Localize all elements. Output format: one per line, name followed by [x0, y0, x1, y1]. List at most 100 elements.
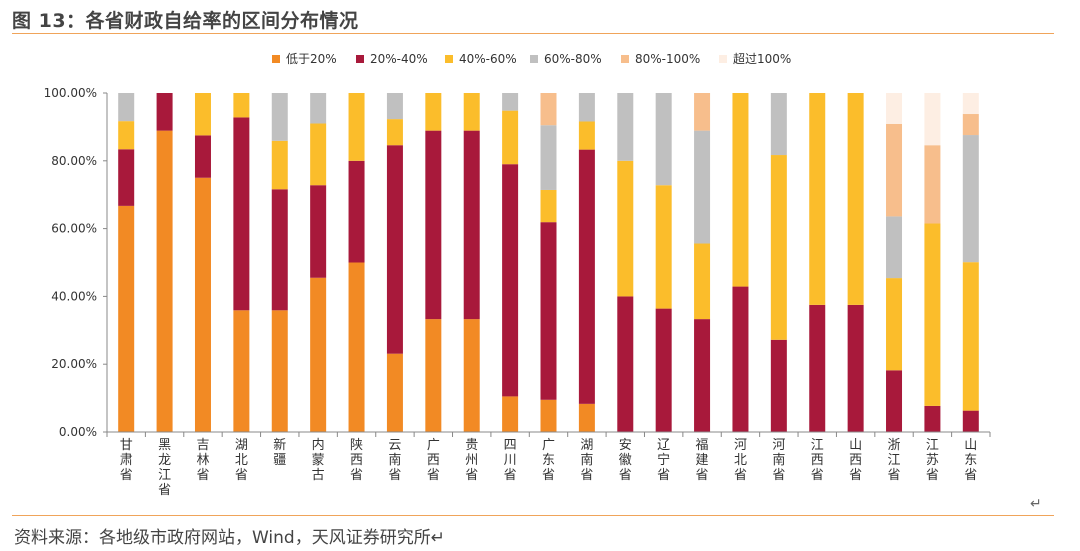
bar-segment — [924, 223, 941, 406]
bar-segment — [502, 396, 519, 432]
bar-segment — [540, 125, 557, 190]
bar-segment — [463, 319, 480, 432]
y-tick-label: 40.00% — [51, 289, 97, 303]
legend-swatch — [272, 55, 280, 63]
top-divider — [12, 33, 1054, 34]
legend-item: 低于20% — [272, 52, 337, 66]
y-tick-label: 80.00% — [51, 154, 97, 168]
bar-segment — [348, 93, 365, 161]
x-category-label: 黑龙江省 — [158, 438, 171, 498]
x-category-label: 江苏省 — [926, 438, 939, 483]
bar-segment — [386, 353, 403, 432]
bar-segment — [886, 216, 903, 279]
x-category-label: 甘肃省 — [120, 438, 133, 483]
y-axis: 0.00% 20.00% 40.00% 60.00% 80.00% 100.00% — [44, 86, 108, 439]
bar-segment — [694, 130, 711, 244]
bar-segment — [655, 93, 672, 186]
bar-segment — [655, 308, 672, 432]
bar-segment — [310, 123, 327, 186]
y-tick-label: 100.00% — [44, 86, 97, 100]
bar-segment — [924, 405, 941, 432]
bar-segment — [425, 93, 442, 131]
x-category-label: 湖北省 — [235, 438, 248, 483]
bar-segment — [809, 304, 826, 432]
bar-segment — [886, 278, 903, 371]
bar-area — [118, 93, 979, 432]
x-category-label: 新疆 — [273, 437, 286, 468]
bar-segment — [770, 155, 787, 340]
legend-item: 80%-100% — [621, 52, 700, 66]
bar-segment — [425, 130, 442, 320]
bar-segment — [156, 130, 173, 432]
bar-segment — [194, 135, 211, 178]
bar-segment — [732, 93, 749, 287]
x-category-label: 福建省 — [696, 438, 709, 483]
bar-segment — [386, 145, 403, 354]
legend-label: 20%-40% — [370, 52, 428, 66]
legend-item: 20%-40% — [356, 52, 428, 66]
legend-item: 40%-60% — [445, 52, 517, 66]
bar-segment — [694, 319, 711, 432]
bar-segment — [886, 123, 903, 217]
bar-segment — [386, 119, 403, 146]
figure-title: 图 13：各省财政自给率的区间分布情况 — [12, 10, 359, 32]
bar-segment — [463, 130, 480, 320]
legend-swatch — [356, 55, 364, 63]
bar-segment — [694, 243, 711, 320]
x-category-label: 内蒙古 — [312, 437, 325, 483]
bottom-divider — [12, 515, 1054, 516]
bar-segment — [540, 399, 557, 432]
bar-segment — [502, 164, 519, 397]
bar-segment — [271, 310, 288, 432]
x-category-label: 河南省 — [772, 438, 785, 483]
bar-segment — [578, 403, 595, 432]
bar-segment — [540, 222, 557, 400]
bar-segment — [502, 93, 519, 111]
bar-segment — [194, 93, 211, 136]
paragraph-return-mark: ↵ — [1030, 496, 1042, 512]
chart-legend: 低于20% 20%-40% 40%-60% 60%-80% 80%-100% 超过100% — [272, 51, 791, 66]
legend-swatch — [445, 55, 453, 63]
legend-label: 80%-100% — [635, 52, 700, 66]
x-category-label: 山东省 — [964, 438, 977, 483]
bar-segment — [233, 310, 250, 432]
bar-segment — [348, 262, 365, 432]
x-category-label: 贵州省 — [465, 438, 478, 483]
bar-segment — [540, 189, 557, 223]
bar-segment — [118, 121, 135, 150]
bar-segment — [271, 189, 288, 311]
bar-segment — [962, 135, 979, 263]
x-category-label: 浙江省 — [888, 438, 901, 483]
bar-segment — [962, 410, 979, 432]
bar-segment — [886, 93, 903, 124]
legend-label: 60%-80% — [544, 52, 602, 66]
bar-segment — [924, 93, 941, 146]
legend-item: 60%-80% — [530, 52, 602, 66]
legend-label: 低于20% — [286, 52, 337, 66]
x-category-label: 陕西省 — [350, 438, 363, 483]
x-category-label: 辽宁省 — [657, 438, 670, 483]
bar-segment — [617, 160, 634, 297]
bar-segment — [425, 319, 442, 432]
bar-segment — [694, 93, 711, 131]
bar-segment — [463, 93, 480, 131]
bar-segment — [770, 93, 787, 156]
legend-item: 超过100% — [719, 51, 791, 66]
bar-segment — [578, 121, 595, 150]
bar-segment — [233, 93, 250, 118]
bar-segment — [194, 177, 211, 432]
bar-segment — [617, 296, 634, 432]
bar-segment — [847, 93, 864, 305]
bar-segment — [118, 93, 135, 122]
bar-segment — [962, 114, 979, 136]
legend-label: 40%-60% — [459, 52, 517, 66]
bar-segment — [962, 93, 979, 115]
bar-segment — [617, 93, 634, 161]
bar-segment — [847, 304, 864, 432]
bar-segment — [386, 93, 403, 120]
bar-segment — [156, 93, 173, 131]
x-category-label: 云南省 — [388, 438, 401, 483]
x-category-label: 山西省 — [849, 438, 862, 483]
legend-label: 超过100% — [733, 51, 791, 66]
